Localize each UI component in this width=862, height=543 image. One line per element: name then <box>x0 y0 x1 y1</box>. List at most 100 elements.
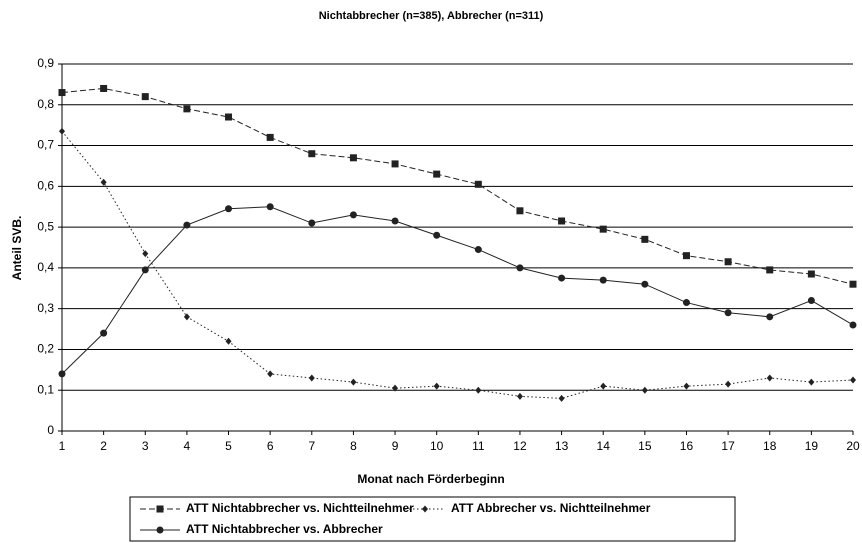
marker <box>849 321 857 329</box>
marker <box>807 270 815 278</box>
legend-box <box>129 496 736 542</box>
x-tick-label: 3 <box>142 439 149 453</box>
marker <box>58 89 66 97</box>
x-tick-label: 10 <box>430 439 444 453</box>
marker <box>599 225 607 233</box>
marker <box>600 382 607 390</box>
y-tick-label: 0,6 <box>37 179 54 193</box>
y-tick-label: 0,1 <box>37 382 54 396</box>
y-tick-label: 0,3 <box>37 301 54 315</box>
marker <box>100 84 108 92</box>
x-tick-label: 14 <box>597 439 611 453</box>
marker <box>724 258 732 266</box>
marker <box>142 250 149 258</box>
marker <box>474 246 482 254</box>
marker <box>225 205 233 213</box>
x-tick-label: 7 <box>308 439 315 453</box>
marker <box>392 384 399 392</box>
marker <box>433 231 441 239</box>
marker <box>225 337 232 345</box>
marker <box>100 178 107 186</box>
marker <box>308 374 315 382</box>
marker <box>475 386 482 394</box>
marker <box>850 376 856 384</box>
marker <box>516 264 524 272</box>
marker <box>641 280 649 288</box>
marker <box>724 309 732 317</box>
x-tick-label: 16 <box>680 439 694 453</box>
y-tick-label: 0,5 <box>37 219 54 233</box>
y-tick-label: 0,2 <box>37 342 54 356</box>
chart-title: Nichtabbrecher (n=385), Abbrecher (n=311… <box>319 10 544 22</box>
marker <box>225 113 233 121</box>
marker <box>766 313 774 321</box>
x-tick-label: 8 <box>350 439 357 453</box>
marker <box>433 382 440 390</box>
marker <box>599 276 607 284</box>
marker <box>725 380 732 388</box>
marker <box>558 274 566 282</box>
marker <box>308 150 316 158</box>
marker <box>474 180 482 188</box>
marker <box>391 160 399 168</box>
marker <box>59 127 65 135</box>
series-line <box>61 206 854 375</box>
series-line <box>61 130 854 399</box>
x-tick-label: 19 <box>805 439 819 453</box>
marker <box>808 378 815 386</box>
marker <box>682 252 690 260</box>
legend-label: ATT Abbrecher vs. Nichtteilnehmer <box>451 501 651 515</box>
marker <box>807 297 815 305</box>
x-tick-label: 15 <box>638 439 652 453</box>
x-tick-label: 6 <box>267 439 274 453</box>
x-tick-label: 11 <box>472 439 485 453</box>
marker <box>266 133 274 141</box>
marker <box>308 219 316 227</box>
marker <box>350 378 357 386</box>
x-tick-label: 12 <box>513 439 527 453</box>
marker <box>266 203 274 211</box>
y-tick-label: 0 <box>47 423 54 437</box>
marker <box>433 170 441 178</box>
marker <box>183 221 191 229</box>
x-axis-label: Monat nach Förderbeginn <box>357 472 504 486</box>
legend-label: ATT Nichtabbrecher vs. Nichtteilnehmer <box>186 501 414 515</box>
marker <box>156 505 164 513</box>
y-axis-label: Anteil SVB. <box>10 216 24 281</box>
marker <box>766 374 773 382</box>
marker <box>422 505 428 513</box>
marker <box>349 211 357 219</box>
marker <box>682 299 690 307</box>
marker <box>391 217 399 225</box>
marker <box>141 93 149 101</box>
marker <box>267 370 274 378</box>
x-tick-label: 20 <box>846 439 860 453</box>
x-tick-label: 4 <box>184 439 191 453</box>
legend-label: ATT Nichtabbrecher vs. Abbrecher <box>186 522 383 536</box>
marker <box>141 266 149 274</box>
marker <box>183 313 190 321</box>
x-tick-label: 17 <box>721 439 735 453</box>
x-tick-label: 5 <box>225 439 232 453</box>
marker <box>100 329 108 337</box>
x-tick-label: 13 <box>555 439 569 453</box>
marker <box>558 394 565 402</box>
marker <box>183 105 191 113</box>
x-tick-label: 9 <box>392 439 399 453</box>
marker <box>156 526 164 534</box>
marker <box>516 207 524 215</box>
x-tick-label: 2 <box>100 439 107 453</box>
marker <box>58 370 66 378</box>
y-tick-label: 0,8 <box>37 97 54 111</box>
marker <box>683 382 690 390</box>
marker <box>516 392 523 400</box>
marker <box>849 280 857 288</box>
marker <box>766 266 774 274</box>
x-tick-label: 1 <box>59 439 66 453</box>
y-tick-label: 0,7 <box>37 138 54 152</box>
marker <box>349 154 357 162</box>
y-tick-label: 0,4 <box>37 260 54 274</box>
marker <box>558 217 566 225</box>
marker <box>641 386 648 394</box>
